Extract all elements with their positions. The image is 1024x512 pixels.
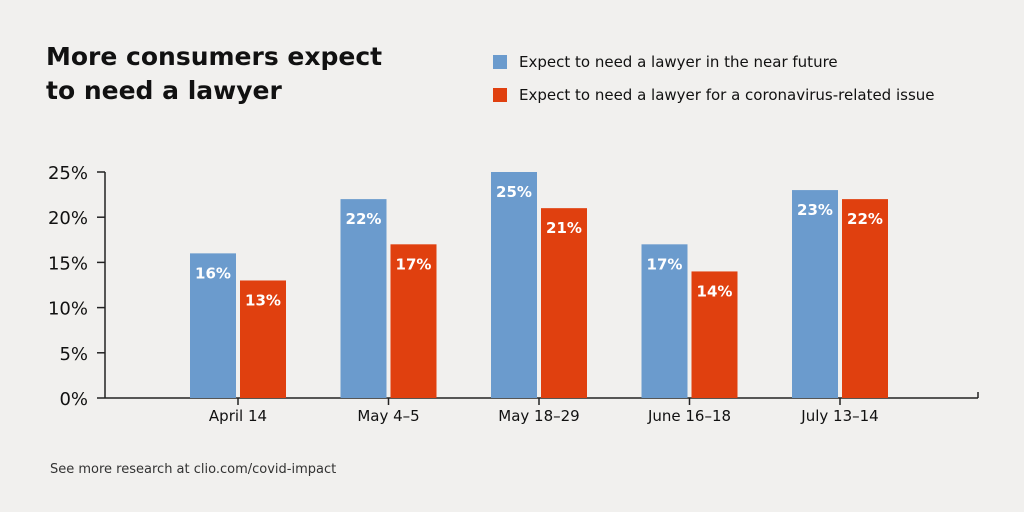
y-tick-label: 15% (48, 253, 88, 274)
x-tick-label: May 4–5 (357, 407, 419, 425)
x-tick-label: April 14 (209, 407, 267, 425)
bar-data-label: 17% (396, 255, 432, 273)
bar-data-label: 14% (697, 282, 733, 300)
bar-near-future (190, 253, 236, 398)
y-tick-label: 5% (59, 344, 88, 365)
legend-item-coronavirus: Expect to need a lawyer for a coronaviru… (493, 85, 935, 105)
bar-near-future (792, 190, 838, 398)
bar-near-future (491, 172, 537, 398)
legend: Expect to need a lawyer in the near futu… (493, 52, 935, 118)
bar-near-future (340, 199, 387, 398)
x-tick-label: May 18–29 (498, 407, 579, 425)
footer-source: See more research at clio.com/covid-impa… (50, 462, 337, 477)
bar-data-label: 22% (346, 210, 382, 228)
bar-coronavirus (842, 199, 888, 398)
bar-coronavirus (390, 244, 437, 398)
bar-data-label: 21% (546, 219, 582, 237)
bar-data-label: 13% (245, 291, 281, 309)
bar-data-label: 17% (647, 255, 683, 273)
y-tick-label: 10% (48, 299, 88, 320)
y-tick-label: 20% (48, 208, 88, 229)
legend-item-near-future: Expect to need a lawyer in the near futu… (493, 52, 935, 72)
chart-title: More consumers expect to need a lawyer (46, 42, 383, 105)
legend-label-coronavirus: Expect to need a lawyer for a coronaviru… (519, 86, 935, 104)
bar-data-label: 25% (496, 183, 532, 201)
bar-near-future (641, 244, 688, 398)
y-tick-label: 0% (59, 389, 88, 410)
x-tick-label: June 16–18 (647, 407, 731, 425)
legend-swatch-coronavirus (493, 88, 507, 102)
bar-coronavirus (541, 208, 587, 398)
bar-coronavirus (240, 280, 286, 398)
legend-label-near-future: Expect to need a lawyer in the near futu… (519, 53, 838, 71)
bar-coronavirus (691, 271, 738, 398)
bar-data-label: 16% (195, 264, 231, 282)
legend-swatch-near-future (493, 55, 507, 69)
x-tick-label: July 13–14 (800, 407, 878, 425)
y-tick-label: 25% (48, 163, 88, 184)
bar-data-label: 23% (797, 201, 833, 219)
bar-data-label: 22% (847, 210, 883, 228)
